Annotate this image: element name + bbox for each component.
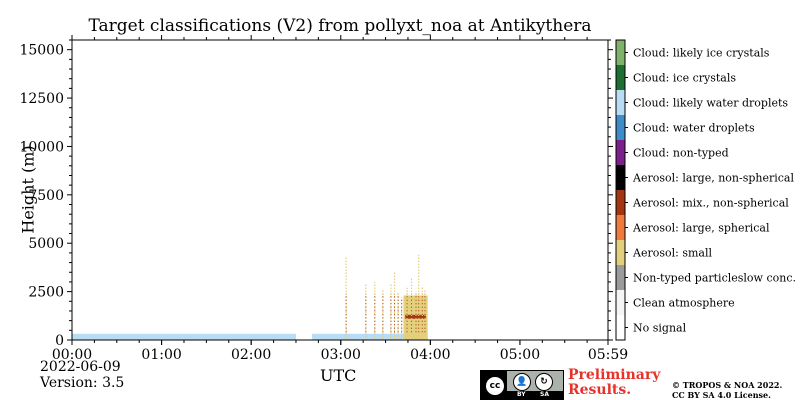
y-tick-label: 7500	[28, 188, 64, 204]
y-tick-label: 2500	[28, 285, 64, 301]
y-tick-label: 0	[55, 333, 64, 349]
x-axis-label: UTC	[320, 366, 357, 385]
y-tick-label: 12500	[19, 91, 64, 107]
colorbar-segment	[616, 90, 625, 115]
colorbar-segment	[616, 190, 625, 215]
cc-sa-label: SA	[540, 391, 549, 398]
colorbar-segment	[616, 40, 625, 65]
x-tick-label: 04:00	[410, 347, 450, 363]
plot-frame	[71, 39, 609, 341]
colorbar-label: Cloud: ice crystals	[633, 72, 736, 85]
preliminary-line-1: Preliminary	[568, 367, 661, 383]
y-tick-label: 10000	[19, 139, 64, 155]
colorbar-label: Non-typed particleslow conc.	[633, 272, 796, 285]
copyright-line-2: CC BY SA 4.0 License.	[672, 390, 771, 400]
colorbar-label: Aerosol: large, spherical	[632, 222, 770, 235]
region-3	[405, 314, 426, 319]
x-tick-label: 01:00	[141, 347, 181, 363]
cc-badge-strip: BY SA	[507, 391, 563, 399]
plot-area	[72, 40, 608, 340]
colorbar-label: Cloud: likely water droplets	[633, 97, 788, 110]
colorbar-label: Aerosol: large, non-spherical	[632, 172, 794, 185]
y-axis-label: Height (m)	[18, 145, 38, 234]
colorbar-label: Cloud: likely ice crystals	[633, 47, 770, 60]
colorbar-label: Cloud: non-typed	[633, 147, 729, 160]
copyright-line-1: © TROPOS & NOA 2022.	[672, 380, 783, 390]
colorbar-label: No signal	[633, 322, 687, 335]
colorbar-label: Clean atmosphere	[633, 297, 735, 310]
colorbar-segment	[616, 140, 625, 165]
aerosol-profiles	[345, 254, 426, 340]
y-tick-label: 15000	[19, 43, 64, 59]
colorbar-frame	[615, 39, 626, 341]
colorbar-label: Cloud: water droplets	[633, 122, 755, 135]
colorbar-segment	[616, 265, 625, 290]
share-alike-icon: ↻	[535, 373, 553, 391]
copyright-note: © TROPOS & NOA 2022. CC BY SA 4.0 Licens…	[672, 380, 782, 400]
colorbar-segment	[616, 290, 625, 315]
date-label: 2022-06-09	[40, 359, 121, 375]
x-tick-label: 02:00	[231, 347, 271, 363]
x-tick-label: 03:00	[321, 347, 361, 363]
version-label: Version: 3.5	[40, 375, 125, 391]
colorbar-segment	[616, 215, 625, 240]
x-axis: 00:00 01:00 02:00 03:00 04:00 05:00 05:59	[52, 35, 628, 363]
colorbar-legend: No signal Clean atmosphere Non-typed parti…	[615, 39, 796, 341]
colorbar-segment	[616, 65, 625, 90]
x-tick-label: 00:00	[52, 347, 92, 363]
attribution-icon: 👤	[513, 373, 531, 391]
colorbar-segment	[616, 315, 625, 340]
colorbar-segment	[616, 115, 625, 140]
colorbar-segment	[616, 240, 625, 265]
cc-logo-icon: cc	[484, 375, 506, 397]
y-axis: 0 2500 5000 7500 10000 12500 15000	[19, 39, 613, 349]
colorbar-label: Aerosol: mix., non-spherical	[632, 197, 789, 210]
region-0	[72, 333, 296, 340]
cc-license-badge: cc 👤 ↻ BY SA	[480, 370, 564, 400]
colorbar-label: Aerosol: small	[632, 247, 712, 260]
y-tick-label: 5000	[28, 236, 64, 252]
x-tick-label: 05:59	[588, 347, 628, 363]
preliminary-line-2: Results.	[568, 382, 632, 398]
colorbar-segment	[616, 165, 625, 190]
cc-by-label: BY	[517, 391, 526, 398]
region-1	[312, 333, 428, 340]
x-tick-label: 05:00	[500, 347, 540, 363]
preliminary-results-note: Preliminary Results.	[568, 368, 660, 398]
chart-title: Target classifications (V2) from pollyxt…	[88, 16, 592, 36]
